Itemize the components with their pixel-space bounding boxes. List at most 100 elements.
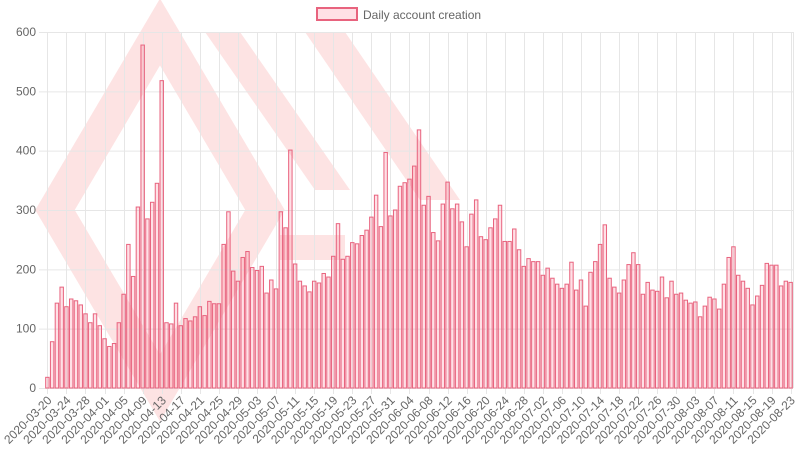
bar[interactable]	[493, 218, 498, 389]
bar[interactable]	[759, 284, 765, 389]
bar[interactable]	[192, 316, 198, 389]
bar[interactable]	[626, 264, 631, 389]
bar[interactable]	[521, 265, 527, 389]
bar[interactable]	[68, 298, 74, 389]
bar[interactable]	[783, 280, 789, 389]
bar[interactable]	[473, 199, 479, 389]
bar[interactable]	[88, 322, 93, 389]
bar[interactable]	[388, 215, 393, 389]
bar[interactable]	[664, 297, 669, 389]
bar[interactable]	[307, 291, 312, 389]
bar[interactable]	[126, 243, 131, 389]
bar[interactable]	[435, 240, 441, 389]
bar[interactable]	[145, 218, 150, 389]
bar[interactable]	[373, 194, 379, 389]
bar[interactable]	[49, 341, 55, 389]
bar[interactable]	[116, 322, 122, 389]
bar[interactable]	[259, 265, 264, 389]
bar[interactable]	[383, 151, 388, 389]
bar[interactable]	[545, 267, 550, 389]
bar[interactable]	[645, 281, 650, 389]
bar[interactable]	[359, 235, 365, 389]
bar[interactable]	[697, 316, 703, 389]
bar[interactable]	[340, 258, 345, 389]
bar[interactable]	[159, 80, 164, 389]
bar[interactable]	[621, 279, 627, 389]
bar[interactable]	[459, 221, 465, 389]
bar[interactable]	[230, 270, 236, 389]
bar[interactable]	[130, 275, 136, 389]
bar[interactable]	[554, 283, 560, 389]
bar[interactable]	[202, 315, 207, 389]
bar[interactable]	[454, 203, 460, 389]
legend[interactable]: Daily account creation	[316, 7, 481, 22]
bar[interactable]	[73, 300, 79, 389]
bar[interactable]	[750, 304, 755, 389]
bar[interactable]	[497, 204, 503, 389]
bar[interactable]	[512, 228, 517, 389]
bar[interactable]	[597, 243, 603, 389]
bar[interactable]	[216, 303, 222, 389]
bar[interactable]	[240, 256, 245, 389]
bar[interactable]	[59, 286, 64, 389]
bar[interactable]	[712, 298, 717, 389]
bar[interactable]	[650, 289, 655, 389]
bar[interactable]	[755, 295, 760, 389]
bar[interactable]	[540, 274, 546, 389]
bar[interactable]	[588, 271, 593, 389]
bar[interactable]	[550, 277, 555, 389]
bar[interactable]	[612, 286, 617, 389]
bar[interactable]	[774, 264, 779, 389]
bar[interactable]	[635, 264, 641, 389]
bar[interactable]	[197, 306, 203, 389]
bar[interactable]	[97, 325, 102, 389]
bar[interactable]	[54, 302, 60, 389]
bar[interactable]	[736, 274, 741, 389]
bar[interactable]	[683, 299, 689, 389]
bar[interactable]	[350, 242, 355, 389]
bar[interactable]	[45, 376, 50, 389]
bar[interactable]	[154, 182, 160, 389]
bar[interactable]	[78, 304, 83, 389]
bar[interactable]	[250, 267, 255, 389]
bar[interactable]	[640, 293, 646, 389]
bar[interactable]	[731, 246, 736, 389]
bar[interactable]	[211, 303, 217, 389]
bar[interactable]	[678, 292, 684, 389]
bar[interactable]	[426, 195, 431, 389]
bar[interactable]	[416, 129, 422, 389]
bar[interactable]	[688, 302, 693, 389]
bar[interactable]	[778, 285, 784, 389]
bar[interactable]	[292, 263, 298, 389]
bar[interactable]	[311, 280, 317, 389]
bar[interactable]	[440, 203, 446, 389]
bar[interactable]	[631, 252, 636, 389]
bar[interactable]	[740, 280, 746, 389]
bar[interactable]	[169, 323, 174, 389]
bar[interactable]	[702, 305, 708, 389]
bar[interactable]	[450, 208, 455, 389]
bar[interactable]	[164, 322, 169, 389]
bar[interactable]	[92, 313, 98, 389]
bar[interactable]	[221, 243, 226, 389]
bar[interactable]	[507, 240, 512, 389]
bar[interactable]	[716, 308, 722, 389]
bar[interactable]	[149, 201, 155, 389]
bar[interactable]	[535, 261, 541, 389]
bar[interactable]	[107, 345, 112, 389]
bar[interactable]	[402, 182, 407, 389]
bar[interactable]	[445, 181, 450, 389]
bar[interactable]	[226, 211, 231, 389]
bar[interactable]	[726, 256, 731, 389]
bar[interactable]	[326, 276, 331, 389]
bar[interactable]	[431, 232, 436, 389]
bar[interactable]	[469, 213, 474, 389]
bar[interactable]	[254, 270, 260, 389]
bar[interactable]	[407, 178, 412, 389]
bar[interactable]	[102, 338, 107, 389]
bar[interactable]	[269, 279, 274, 389]
bar[interactable]	[331, 255, 336, 389]
bar[interactable]	[564, 283, 569, 389]
bar[interactable]	[83, 313, 88, 389]
bar[interactable]	[569, 261, 574, 389]
